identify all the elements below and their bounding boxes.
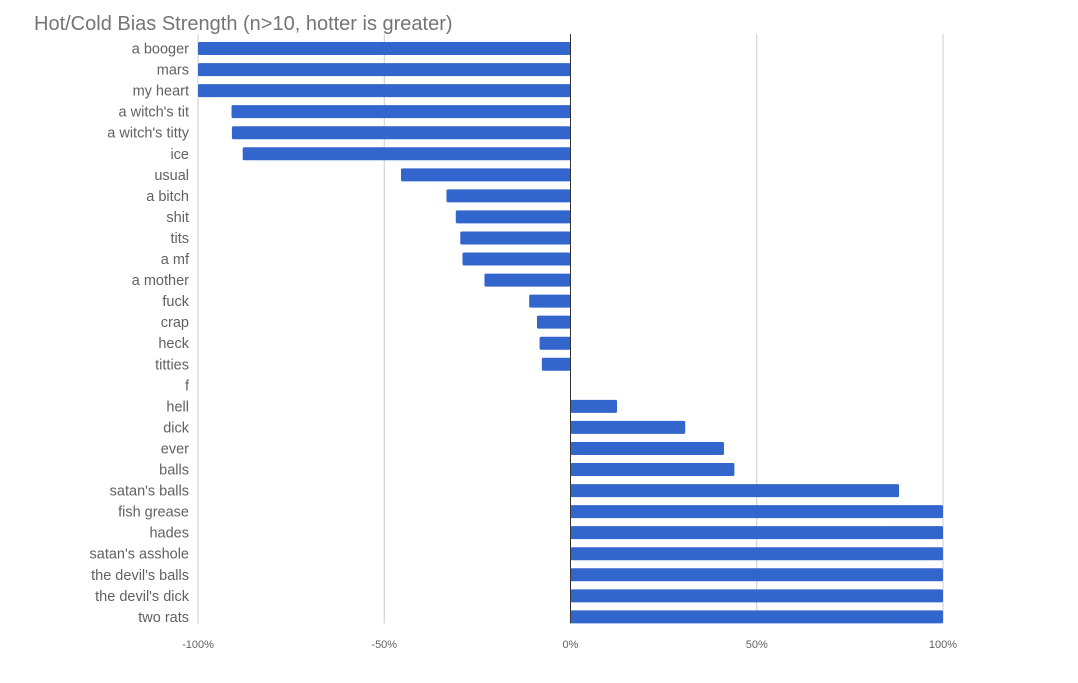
bar	[570, 526, 943, 540]
category-label: fuck	[162, 294, 189, 310]
bar	[570, 505, 943, 519]
category-label: satan's asshole	[90, 547, 190, 563]
bar	[536, 315, 571, 329]
bar	[231, 105, 571, 119]
bar	[484, 273, 571, 287]
category-label: ice	[170, 147, 189, 163]
category-label: crap	[161, 315, 189, 331]
bar	[570, 568, 943, 582]
bar	[231, 126, 571, 140]
category-label: satan's balls	[110, 484, 189, 500]
category-label: a mf	[161, 252, 190, 268]
category-label: dick	[163, 420, 190, 436]
category-label: balls	[159, 463, 189, 479]
category-label: a mother	[132, 273, 189, 289]
x-tick-label: -100%	[182, 639, 214, 651]
x-tick-label: 100%	[929, 639, 957, 651]
bar	[198, 84, 571, 98]
bar	[198, 63, 571, 77]
bar	[460, 231, 571, 245]
category-label: two rats	[138, 610, 189, 626]
category-label: the devil's dick	[95, 589, 190, 605]
bar	[462, 252, 571, 266]
category-label: ever	[161, 441, 189, 457]
x-tick-label: 0%	[563, 639, 579, 651]
bar	[570, 547, 943, 561]
category-label: a bitch	[146, 189, 189, 205]
bar	[242, 147, 571, 161]
category-label: the devil's balls	[91, 568, 189, 584]
bar	[570, 420, 686, 434]
bar	[570, 589, 943, 603]
category-label: a booger	[132, 42, 189, 58]
bar	[446, 189, 571, 203]
category-label: titties	[155, 357, 189, 373]
category-label: f	[185, 378, 190, 394]
bar	[570, 399, 618, 413]
gridlines	[197, 34, 944, 624]
category-label: my heart	[133, 84, 189, 100]
bar	[539, 336, 571, 350]
bar	[541, 357, 571, 371]
category-label: heck	[158, 336, 189, 352]
category-labels: a booger mars my heart a witch's tit a witch…	[90, 42, 190, 626]
category-label: tits	[170, 231, 189, 247]
bar	[570, 484, 900, 498]
category-label: usual	[154, 168, 189, 184]
bars	[198, 42, 943, 624]
bar	[455, 210, 571, 224]
bar	[570, 463, 735, 477]
category-label: hell	[166, 399, 189, 415]
bar	[198, 42, 571, 56]
category-label: shit	[166, 210, 189, 226]
x-tick-label: 50%	[746, 639, 768, 651]
category-label: mars	[157, 63, 189, 79]
chart-title: Hot/Cold Bias Strength (n>10, hotter is …	[34, 13, 453, 35]
bar	[570, 610, 943, 624]
bar	[570, 441, 724, 455]
category-label: a witch's tit	[119, 105, 189, 121]
x-tick-labels: -100% -50% 0% 50% 100%	[182, 639, 957, 651]
category-label: a witch's titty	[107, 126, 189, 142]
x-tick-label: -50%	[371, 639, 397, 651]
bar	[529, 294, 571, 308]
category-label: hades	[149, 526, 189, 542]
category-label: fish grease	[118, 505, 189, 521]
bar	[401, 168, 571, 182]
